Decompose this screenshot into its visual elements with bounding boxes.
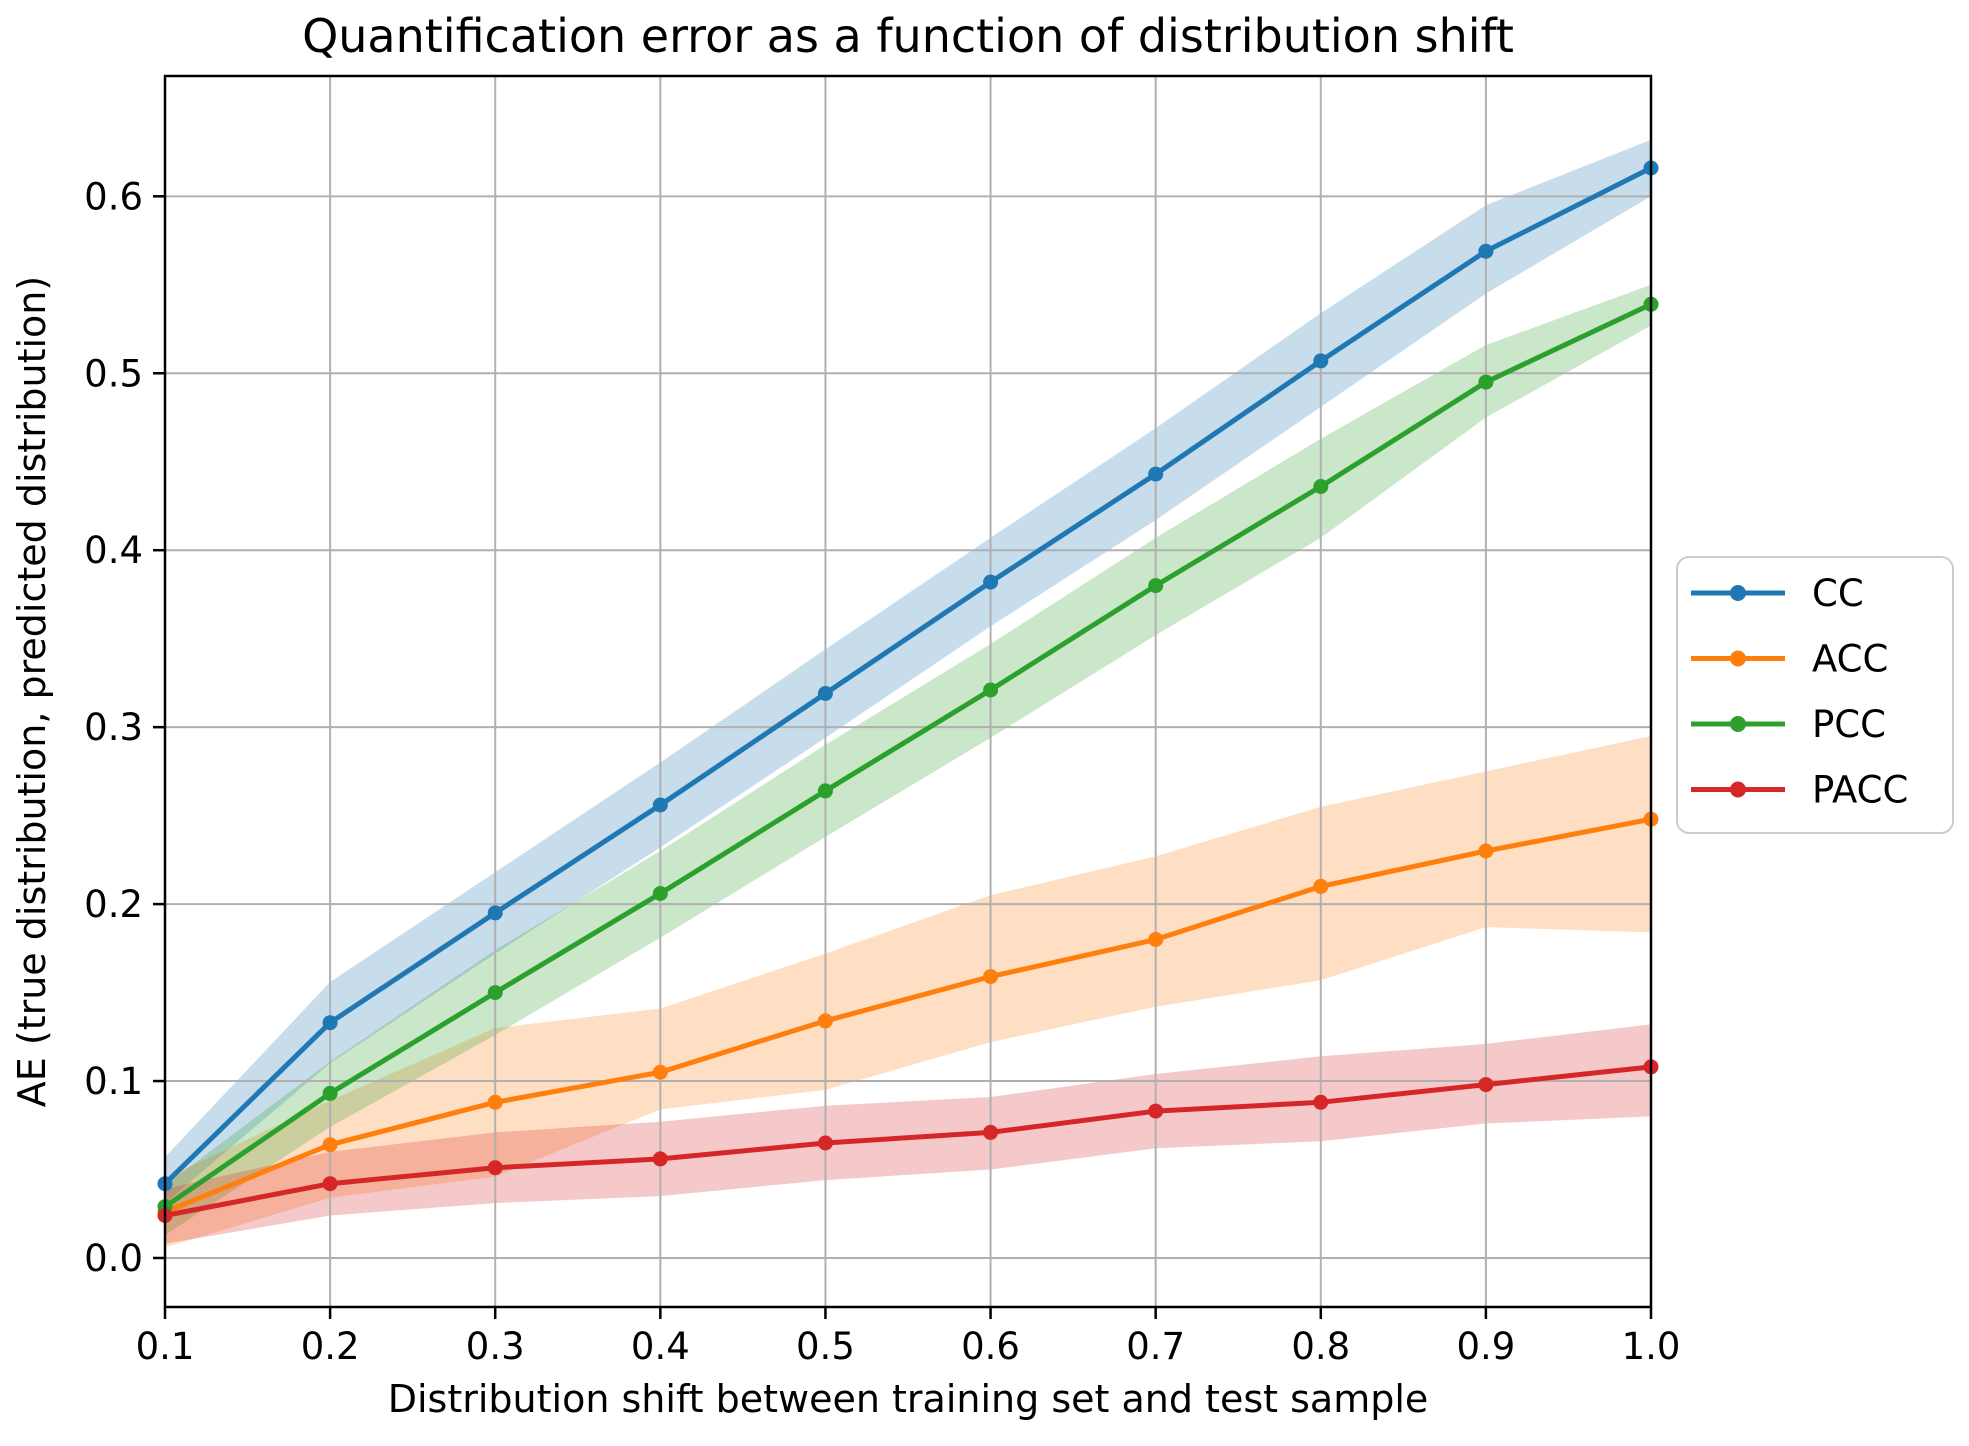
marker-PACC [652, 1151, 668, 1167]
marker-PCC [322, 1085, 338, 1101]
line-CC [162, 165, 1654, 1187]
marker-ACC [1148, 932, 1164, 947]
x-tick-label: 0.8 [1291, 1325, 1350, 1368]
marker-CC [1148, 466, 1164, 482]
marker-ACC [983, 969, 999, 985]
line-PACC [162, 1064, 1654, 1218]
legend-marker-icon [1730, 650, 1746, 667]
legend-item-ACC: ACC [1691, 638, 1888, 681]
marker-CC [487, 905, 503, 921]
marker-PCC [817, 783, 833, 799]
marker-CC [652, 797, 668, 813]
y-tick-label: 0.1 [84, 1060, 143, 1103]
x-tick-label: 0.2 [301, 1325, 360, 1368]
marker-PCC [1148, 578, 1164, 594]
confidence-bands [165, 139, 1651, 1248]
y-axis-label: AE (true distribution, predicted distrib… [10, 276, 54, 1107]
series-PCC [157, 296, 1659, 1215]
y-tick-label: 0.4 [84, 529, 143, 572]
x-tick-label: 0.7 [1126, 1325, 1185, 1368]
line-PCC [162, 301, 1654, 1210]
y-tick-label: 0.3 [84, 706, 143, 749]
legend-label: PACC [1812, 769, 1908, 812]
y-tick-label: 0.2 [84, 883, 143, 926]
x-tick-label: 0.6 [961, 1325, 1020, 1368]
legend-item-PCC: PCC [1691, 703, 1886, 746]
x-tick-label: 0.3 [466, 1325, 525, 1368]
marker-ACC [652, 1064, 668, 1080]
band-CC [165, 139, 1651, 1204]
marker-PCC [983, 682, 999, 698]
legend-marker-icon [1730, 585, 1746, 601]
chart-title: Quantification error as a function of di… [302, 9, 1514, 63]
band-PCC [165, 284, 1651, 1235]
marker-CC [817, 686, 833, 701]
marker-ACC [1313, 878, 1329, 894]
marker-PACC [983, 1124, 999, 1140]
marker-ACC [1478, 843, 1494, 859]
marker-PCC [487, 985, 503, 1001]
plot-border [163, 74, 1653, 1309]
legend-item-CC: CC [1691, 572, 1864, 615]
series-PACC [157, 1059, 1659, 1223]
marker-PCC [1313, 479, 1329, 494]
x-tick-label: 0.5 [796, 1325, 855, 1368]
marker-CC [1313, 353, 1329, 369]
legend-label: PCC [1812, 703, 1886, 746]
marker-PCC [1478, 374, 1494, 390]
legend-label: ACC [1812, 638, 1888, 681]
x-tick-label: 0.4 [631, 1325, 690, 1368]
legend-marker-icon [1730, 716, 1746, 732]
x-tick-label: 0.1 [136, 1325, 195, 1368]
marker-CC [983, 574, 999, 590]
line-ACC [162, 816, 1654, 1215]
y-tick-label: 0.0 [84, 1237, 143, 1280]
band-ACC [165, 736, 1651, 1248]
marker-PACC [322, 1176, 338, 1192]
marker-CC [1478, 243, 1494, 259]
marker-PACC [1478, 1077, 1494, 1093]
marker-PACC [817, 1135, 833, 1151]
y-tick-label: 0.5 [84, 352, 143, 395]
legend: CC ACC PCC PACC [1676, 556, 1954, 834]
legend-label: CC [1812, 572, 1864, 615]
marker-PACC [487, 1160, 503, 1176]
band-PACC [165, 1024, 1651, 1244]
axis-ticks: 0.1 0.2 0.3 0.4 0.5 0.6 0.7 0.8 0.9 1.0 0.0 0.1 0.2 0… [84, 175, 1680, 1368]
marker-ACC [817, 1013, 833, 1029]
marker-CC [322, 1015, 338, 1031]
marker-PCC [652, 886, 668, 901]
legend-marker-icon [1730, 781, 1746, 798]
marker-ACC [487, 1094, 503, 1110]
x-tick-label: 0.9 [1456, 1325, 1515, 1368]
legend-item-PACC: PACC [1691, 769, 1908, 812]
y-tick-label: 0.6 [84, 175, 143, 218]
marker-ACC [322, 1137, 338, 1153]
marker-PACC [1148, 1103, 1164, 1119]
x-axis-label: Distribution shift between training set … [388, 1377, 1429, 1421]
x-tick-label: 1.0 [1622, 1325, 1681, 1368]
marker-PACC [1313, 1094, 1329, 1110]
legend-box [1676, 556, 1954, 834]
